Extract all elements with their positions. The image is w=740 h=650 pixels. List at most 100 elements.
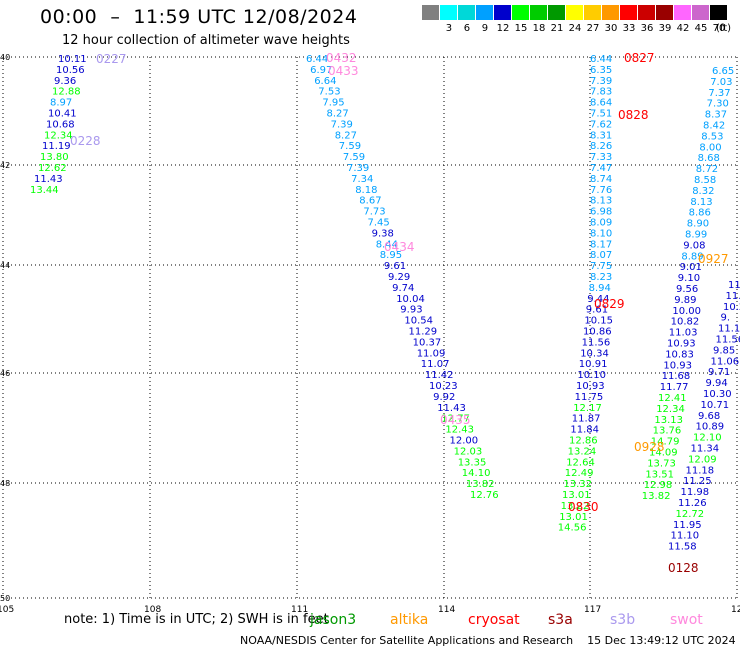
wave-height-value: 11.19 bbox=[42, 141, 71, 152]
wave-height-value: 11.07 bbox=[421, 359, 450, 370]
wave-height-value: 8.67 bbox=[359, 196, 381, 207]
wave-height-value: 7.37 bbox=[708, 88, 730, 99]
wave-height-value: 9.93 bbox=[400, 305, 422, 316]
legend-label: 33 bbox=[622, 23, 636, 34]
wave-height-value: 13.73 bbox=[647, 458, 676, 469]
legend-swatch bbox=[710, 5, 727, 20]
wave-height-value: 9.08 bbox=[683, 240, 705, 251]
wave-height-value: 10.34 bbox=[580, 348, 609, 359]
wave-height-value: 8.68 bbox=[698, 153, 720, 164]
wave-height-value: 12.64 bbox=[566, 457, 595, 468]
lat-lon-grid bbox=[2, 56, 738, 599]
wave-height-value: 10.89 bbox=[696, 422, 725, 433]
wave-height-value: 12.62 bbox=[38, 163, 67, 174]
wave-height-value: 11.26 bbox=[678, 498, 707, 509]
pass-time-label: 0128 bbox=[668, 561, 699, 575]
wave-height-value: 8.89 bbox=[681, 251, 703, 262]
legend-label: 18 bbox=[532, 23, 546, 34]
wave-height-value: 11.25 bbox=[683, 476, 712, 487]
legend-label: 24 bbox=[568, 23, 582, 34]
wave-height-value: 10.68 bbox=[46, 119, 75, 130]
wave-height-value: 7.39 bbox=[347, 163, 369, 174]
wave-height-value: 12.86 bbox=[569, 436, 598, 447]
wave-height-value: 12.03 bbox=[454, 446, 483, 457]
wave-height-value: 9.68 bbox=[698, 411, 720, 422]
legend-swatch bbox=[458, 5, 475, 20]
wave-height-value: 12.41 bbox=[658, 393, 687, 404]
wave-height-value: 10.93 bbox=[576, 381, 605, 392]
wave-height-value: 11.03 bbox=[669, 328, 698, 339]
wave-height-value: 7.59 bbox=[343, 152, 365, 163]
wave-height-value: 11.56 bbox=[716, 335, 740, 346]
wave-height-value: 7.03 bbox=[710, 77, 732, 88]
latitude-label: 46 bbox=[0, 369, 10, 378]
pass-time-label: 0827 bbox=[624, 51, 655, 65]
wave-height-value: 7.51 bbox=[590, 109, 612, 120]
wave-height-value: 9.94 bbox=[706, 378, 728, 389]
wave-height-value: 11.68 bbox=[662, 371, 691, 382]
legend-label: 70 bbox=[712, 23, 726, 34]
longitude-label: 105 bbox=[0, 605, 14, 615]
wave-height-value: 13.82 bbox=[466, 479, 495, 490]
wave-height-value: 8.32 bbox=[692, 186, 714, 197]
wave-height-value: 8.64 bbox=[590, 98, 612, 109]
satellite-legend-item: jason3 bbox=[310, 612, 357, 628]
wave-height-value: 13.01 bbox=[562, 490, 591, 501]
wave-height-value: 7.62 bbox=[590, 119, 612, 130]
wave-height-value: 11.09 bbox=[417, 348, 446, 359]
satellite-legend-item: swot bbox=[670, 612, 703, 628]
axis-labels: 105 108 111 114 117 120 40 42 44 46 48 50 bbox=[0, 53, 740, 615]
legend-label: 9 bbox=[481, 23, 489, 34]
wave-height-value: 9.38 bbox=[372, 228, 394, 239]
wave-height-value: 11.13 bbox=[718, 324, 740, 335]
wave-height-value: 10.54 bbox=[404, 316, 433, 327]
wave-height-value: 11.06 bbox=[711, 356, 740, 367]
pass-time-label: 0435 bbox=[440, 413, 471, 427]
wave-height-value: 11.43 bbox=[34, 174, 63, 185]
wave-height-value: 8.10 bbox=[590, 228, 612, 239]
wave-height-value: 8.27 bbox=[327, 109, 349, 120]
wave-height-value: 13.35 bbox=[458, 457, 487, 468]
wave-height-value: 14.79 bbox=[651, 437, 680, 448]
wave-height-value: 10.15 bbox=[584, 316, 613, 327]
legend-swatch bbox=[602, 5, 619, 20]
latitude-label: 44 bbox=[0, 261, 10, 270]
wave-height-value: 14.56 bbox=[558, 523, 587, 534]
map-subtitle: 12 hour collection of altimeter wave hei… bbox=[62, 33, 350, 48]
pass-time-label: 0227 bbox=[96, 52, 127, 66]
wave-height-value: 9.71 bbox=[708, 367, 730, 378]
wave-height-value: 6.98 bbox=[590, 207, 612, 218]
pass-time-label: 0927 bbox=[698, 252, 729, 266]
wave-height-value: 7.83 bbox=[590, 87, 612, 98]
wave-height-value: 10.93 bbox=[663, 360, 692, 371]
wave-height-value: 12.34 bbox=[44, 130, 73, 141]
wave-height-value: 11.84 bbox=[570, 425, 599, 436]
pass-time-label: 0829 bbox=[594, 297, 625, 311]
wave-height-value: 9.10 bbox=[678, 273, 700, 284]
wave-height-value: 10.10 bbox=[577, 370, 606, 381]
wave-height-value: 10.86 bbox=[583, 327, 612, 338]
wave-height-value: 10.93 bbox=[667, 339, 696, 350]
wave-height-value: 12.76 bbox=[470, 490, 499, 501]
legend-swatch bbox=[530, 5, 547, 20]
wave-height-value: 7.45 bbox=[368, 218, 390, 229]
wave-height-value: 9. bbox=[721, 313, 731, 324]
satellite-legend: jason3 altika cryosat s3a s3b swot bbox=[0, 612, 740, 632]
wave-height-value: 9.44 bbox=[587, 294, 609, 305]
wave-height-value: 7.39 bbox=[331, 119, 353, 130]
wave-height-value: 7.30 bbox=[707, 99, 729, 110]
wave-height-value: 13.13 bbox=[654, 415, 683, 426]
map-title: 00:00 – 11:59 UTC 12/08/2024 bbox=[40, 6, 358, 28]
wave-height-value: 8.09 bbox=[590, 218, 612, 229]
wave-height-value: 11.77 bbox=[660, 382, 689, 393]
wave-height-value: 8.86 bbox=[689, 208, 711, 219]
legend-label: 21 bbox=[550, 23, 564, 34]
wave-height-value: 11.87 bbox=[572, 414, 601, 425]
wave-height-value: 6.35 bbox=[590, 65, 612, 76]
pass-time-label: 0828 bbox=[618, 108, 649, 122]
wave-height-value: 7.95 bbox=[322, 98, 344, 109]
wave-height-value: 12.77 bbox=[441, 414, 470, 425]
wave-height-value: 12.09 bbox=[688, 454, 717, 465]
